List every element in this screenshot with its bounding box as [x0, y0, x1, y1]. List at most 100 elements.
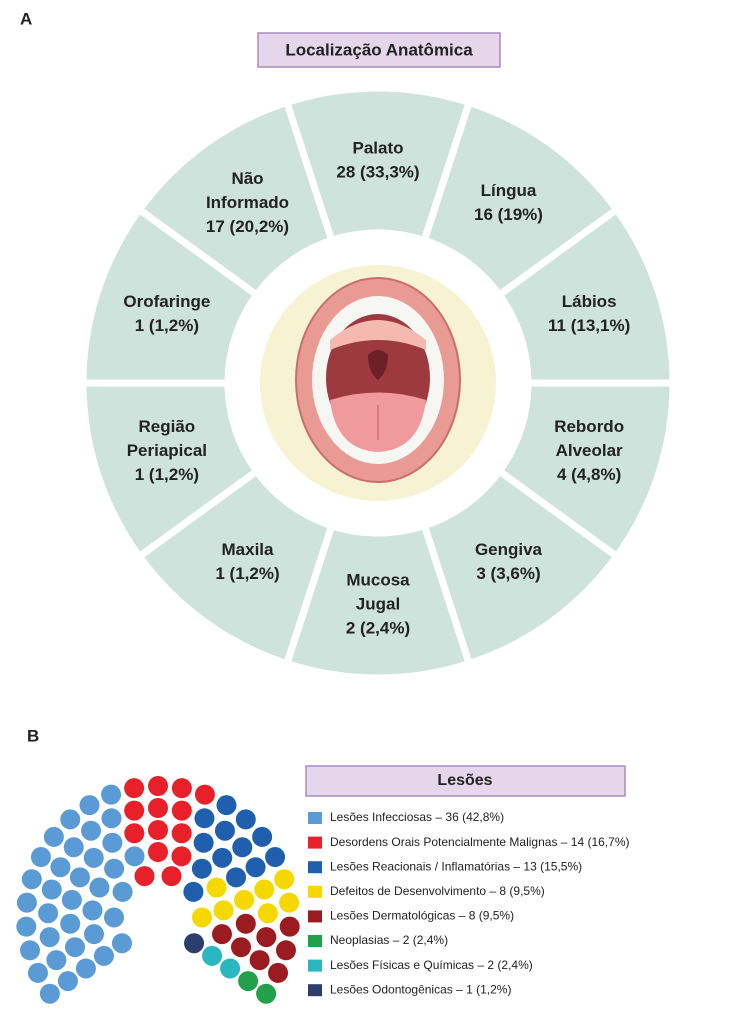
- seat-dot: [75, 958, 96, 979]
- seat-dot: [16, 916, 37, 937]
- seat-dot: [206, 877, 227, 898]
- seat-dot: [184, 933, 205, 954]
- legend-label: Lesões Odontogênicas – 1 (1,2%): [330, 982, 511, 996]
- title-box: [305, 765, 626, 797]
- seat-dot: [111, 933, 132, 954]
- seat-dot: [268, 962, 289, 983]
- segment-label: 11 (13,1%): [548, 316, 630, 335]
- seat-dot: [194, 784, 215, 805]
- segment-label: 16 (19%): [474, 205, 543, 224]
- segment: [79, 379, 262, 562]
- segment: [494, 379, 677, 562]
- seat-dot: [211, 924, 232, 945]
- segment-label: Gengiva: [475, 540, 543, 559]
- legend-swatch: [308, 959, 322, 972]
- seat-dot: [194, 808, 215, 829]
- seat-dot: [148, 776, 168, 796]
- seat-dot: [20, 940, 41, 961]
- seat-dot: [256, 983, 277, 1004]
- seat-dot: [213, 900, 234, 921]
- seat-dot: [63, 837, 84, 858]
- seat-dot: [212, 847, 233, 868]
- seat-dot: [16, 892, 37, 913]
- seat-dot: [102, 832, 123, 853]
- seat-dot: [27, 962, 48, 983]
- seat-dot: [148, 820, 168, 840]
- seat-dot: [124, 800, 145, 821]
- legend-label: Defeitos de Desenvolvimento – 8 (9,5%): [330, 884, 545, 898]
- segment: [419, 98, 622, 300]
- segment-label: Mucosa: [346, 570, 410, 589]
- seat-dot: [30, 847, 51, 868]
- seat-dot: [256, 927, 277, 948]
- seat-dot: [171, 778, 192, 799]
- seat-dot: [214, 820, 235, 841]
- seat-dot: [112, 881, 133, 902]
- seat-dot: [220, 958, 241, 979]
- seat-dot: [245, 857, 266, 878]
- seat-dot: [104, 858, 125, 879]
- segment-label: 2 (2,4%): [346, 618, 410, 637]
- seat-dot: [89, 877, 110, 898]
- segment-label: Não: [231, 169, 263, 188]
- seat-dot: [69, 867, 90, 888]
- segment-label: 1 (1,2%): [135, 465, 199, 484]
- segment-label: 4 (4,8%): [557, 465, 621, 484]
- segment-label: 28 (33,3%): [336, 162, 419, 181]
- seat-dot: [235, 809, 256, 830]
- seat-dot: [279, 892, 300, 913]
- segment-label: Alveolar: [556, 441, 623, 460]
- seat-dot: [275, 940, 296, 961]
- seat-dot: [39, 927, 60, 948]
- seat-dot: [161, 866, 182, 887]
- seat-dot: [124, 846, 145, 867]
- seat-dot: [64, 937, 85, 958]
- segment-label: Língua: [481, 181, 537, 200]
- seat-dot: [101, 784, 122, 805]
- panel-title: Localização Anatômica: [285, 40, 473, 59]
- panel-label: A: [20, 9, 32, 28]
- legend-label: Lesões Físicas e Químicas – 2 (2,4%): [330, 958, 533, 972]
- segment-label: Rebordo: [554, 417, 624, 436]
- segment: [419, 466, 622, 668]
- segment: [79, 204, 262, 387]
- legend-swatch: [308, 861, 322, 874]
- seat-dot: [93, 945, 114, 966]
- legend-label: Lesões Dermatológicas – 8 (9,5%): [330, 909, 514, 923]
- seat-dot: [41, 879, 62, 900]
- seat-dot: [124, 823, 145, 844]
- seat-dot: [235, 913, 256, 934]
- segment-label: Informado: [206, 193, 289, 212]
- seat-dot: [60, 809, 81, 830]
- seat-dot: [171, 846, 192, 867]
- legend-swatch: [308, 910, 322, 923]
- seat-dot: [232, 837, 253, 858]
- seat-dot: [39, 983, 60, 1004]
- segment-label: 1 (1,2%): [215, 564, 279, 583]
- legend: Lesões Infecciosas – 36 (42,8%) Desordens…: [308, 810, 629, 996]
- segment-label: 3 (3,6%): [476, 564, 540, 583]
- seat-dot: [46, 950, 67, 971]
- legend-swatch: [308, 836, 322, 849]
- segment-label: Orofaringe: [123, 292, 210, 311]
- seat-dot: [171, 823, 192, 844]
- seat-dot: [50, 857, 71, 878]
- seat-dot: [43, 826, 64, 847]
- seat-dot: [148, 842, 168, 862]
- mouth-illustration: [260, 265, 496, 501]
- seat-dot: [226, 867, 247, 888]
- seat-dot: [21, 869, 42, 890]
- segment-label: Palato: [352, 138, 403, 157]
- seat-dot: [193, 832, 214, 853]
- panel-label: B: [27, 726, 39, 745]
- legend-swatch: [308, 984, 322, 997]
- seat-dot: [134, 866, 155, 887]
- seat-dot: [265, 847, 286, 868]
- seat-dot: [124, 778, 145, 799]
- legend-swatch: [308, 885, 322, 898]
- legend-label: Neoplasias – 2 (2,4%): [330, 933, 448, 947]
- legend-label: Desordens Orais Potencialmente Malignas …: [330, 835, 629, 849]
- seat-dot: [83, 847, 104, 868]
- segment-label: 1 (1,2%): [135, 316, 199, 335]
